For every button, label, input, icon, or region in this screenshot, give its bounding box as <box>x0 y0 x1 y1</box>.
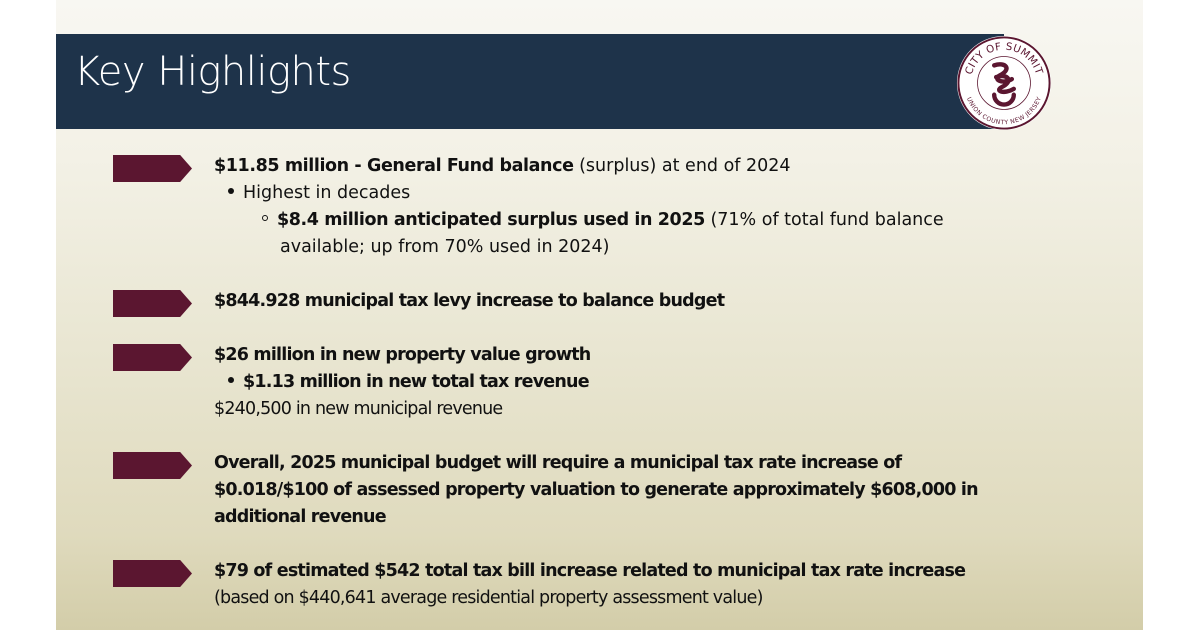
highlight-bold: $11.85 million - General Fund balance <box>214 156 574 176</box>
highlight-bold: $26 million in new property value growth <box>214 345 591 365</box>
slide: Key Highlights CITY OF SUMMIT UNION COUN… <box>56 0 1143 630</box>
sub-sub-bullet-bold: $8.4 million anticipated surplus used in… <box>277 210 705 230</box>
arrow-bullet-icon <box>113 290 192 317</box>
sub-sub-bullet-continuation: available; up from 70% used in 2024) <box>280 237 610 257</box>
highlight-line-3: additional revenue <box>214 507 387 527</box>
highlight-bold: $844.928 municipal tax levy increase to … <box>214 291 725 311</box>
highlight-line-2: $0.018/$100 of assessed property valuati… <box>214 480 979 500</box>
bullet-dot-icon <box>228 188 234 194</box>
header-band <box>56 34 1004 129</box>
sub-bullet-text: Highest in decades <box>243 183 411 203</box>
arrow-bullet-icon <box>113 560 192 587</box>
arrow-bullet-icon <box>113 452 192 479</box>
highlight-line-1: Overall, 2025 municipal budget will requ… <box>214 453 902 473</box>
arrow-bullet-icon <box>113 344 192 371</box>
highlight-normal-line: $240,500 in new municipal revenue <box>214 399 503 419</box>
bullet-ring-icon <box>262 215 268 221</box>
highlight-normal: (surplus) at end of 2024 <box>573 156 791 176</box>
slide-title: Key Highlights <box>74 49 351 95</box>
highlight-normal-line: (based on $440,641 average residential p… <box>214 588 763 608</box>
bullet-dot-icon <box>228 377 234 383</box>
city-seal-logo: CITY OF SUMMIT UNION COUNTY NEW JERSEY <box>956 35 1052 131</box>
highlight-bold: $79 of estimated $542 total tax bill inc… <box>214 561 966 581</box>
sub-sub-bullet-normal: (71% of total fund balance <box>704 210 944 230</box>
arrow-bullet-icon <box>113 155 192 182</box>
sub-bullet-bold: $1.13 million in new total tax revenue <box>243 372 590 392</box>
